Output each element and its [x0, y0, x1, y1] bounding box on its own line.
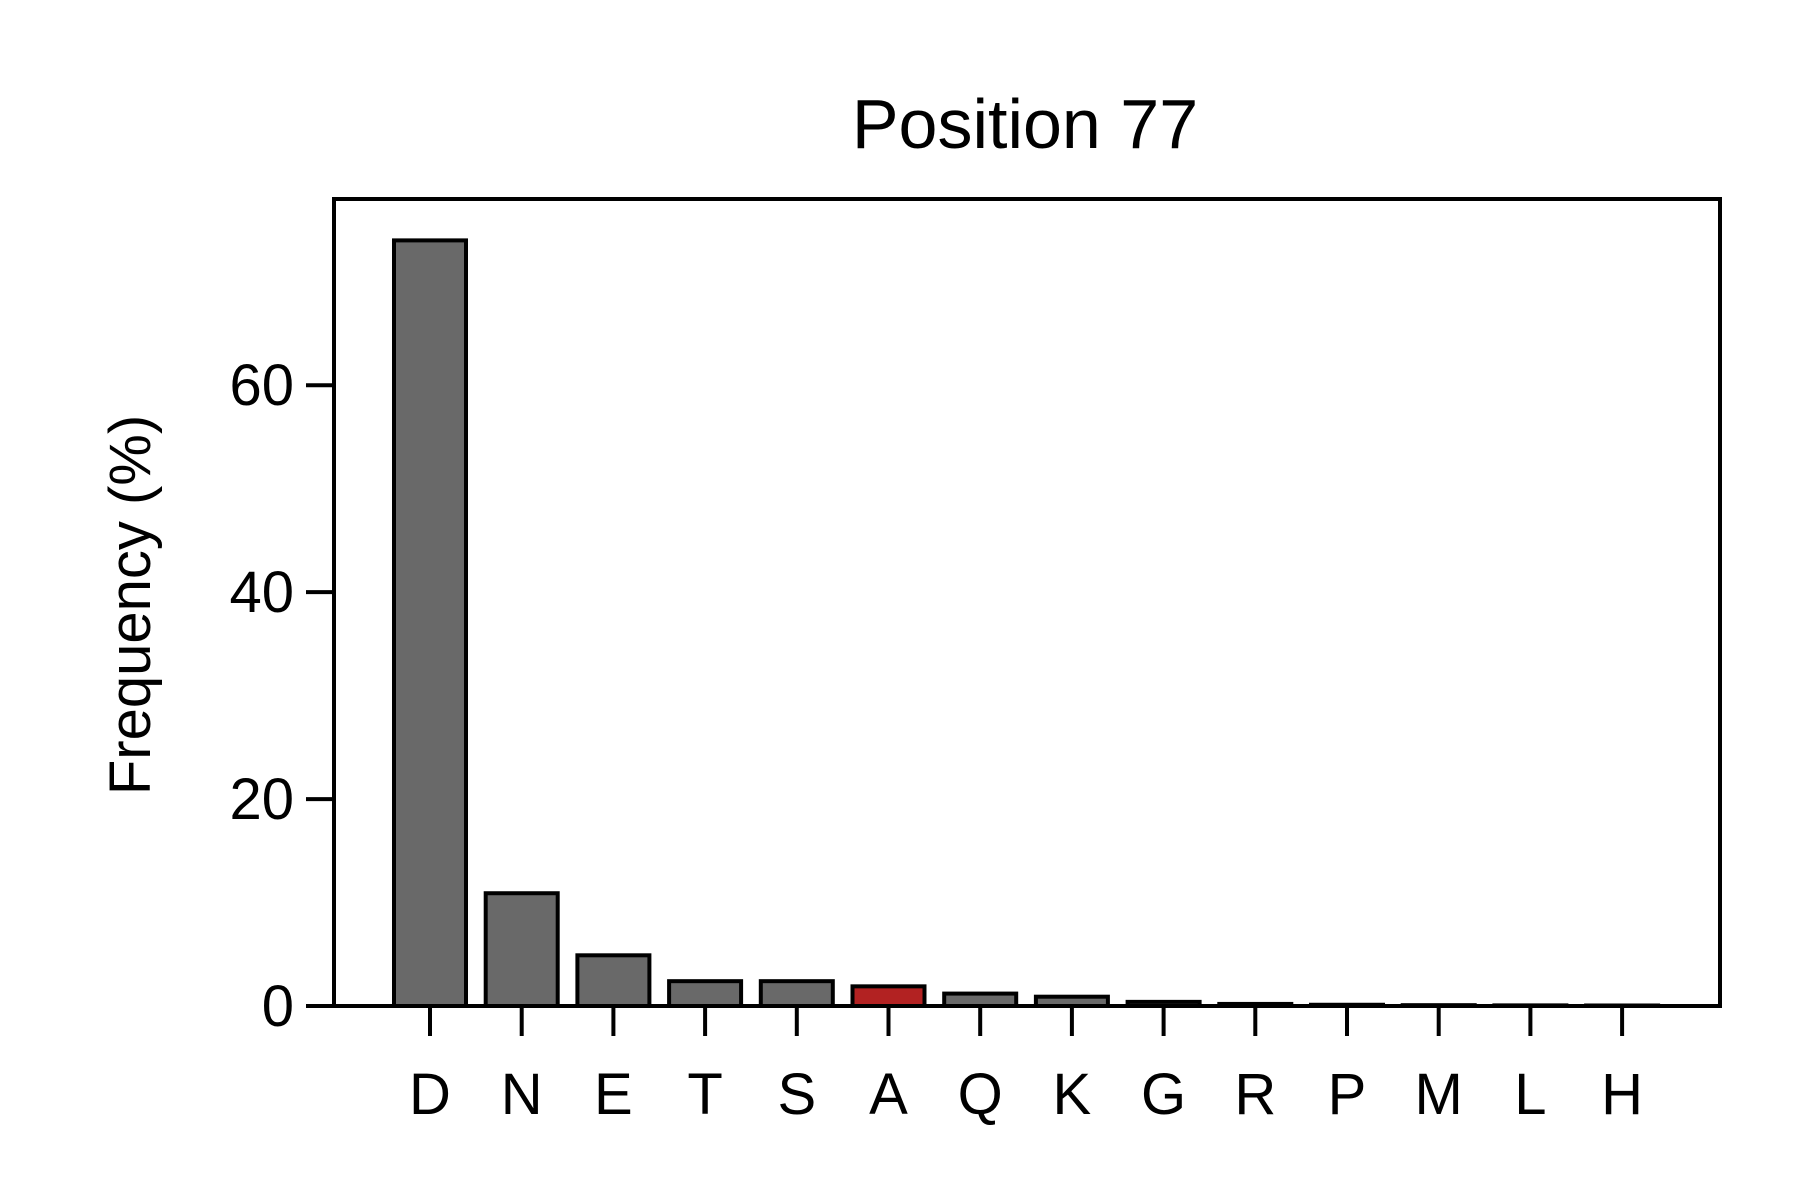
- x-tick-label-S: S: [777, 1062, 816, 1127]
- y-tick-label-60: 60: [229, 353, 294, 418]
- x-tick-label-P: P: [1328, 1062, 1367, 1127]
- bar-E: [575, 953, 652, 1008]
- x-tick-label-G: G: [1141, 1062, 1186, 1127]
- bar-A: [850, 984, 927, 1008]
- y-axis-label: Frequency (%): [98, 415, 163, 795]
- x-tick-label-L: L: [1514, 1062, 1546, 1127]
- chart-title: Position 77: [852, 85, 1198, 163]
- x-tick-label-D: D: [409, 1062, 451, 1127]
- plot-frame: [332, 197, 1722, 1008]
- bar-S: [758, 979, 835, 1009]
- x-tick-label-Q: Q: [958, 1062, 1003, 1127]
- x-tick-label-K: K: [1053, 1062, 1092, 1127]
- bar-T: [667, 979, 744, 1009]
- bars-group: [392, 238, 1661, 1009]
- x-tick-label-A: A: [869, 1062, 908, 1127]
- bar-N: [483, 891, 560, 1009]
- x-tick-label-M: M: [1415, 1062, 1463, 1127]
- x-tick-label-H: H: [1601, 1062, 1643, 1127]
- x-tick-label-N: N: [501, 1062, 543, 1127]
- bar-D: [392, 238, 468, 1008]
- x-tick-label-E: E: [594, 1062, 633, 1127]
- y-ticks-group: 0 20 40 60: [229, 353, 334, 1039]
- y-tick-label-0: 0: [262, 974, 294, 1039]
- x-tick-label-T: T: [687, 1062, 722, 1127]
- y-tick-label-40: 40: [229, 560, 294, 625]
- x-tick-label-R: R: [1234, 1062, 1276, 1127]
- y-tick-label-20: 20: [229, 767, 294, 832]
